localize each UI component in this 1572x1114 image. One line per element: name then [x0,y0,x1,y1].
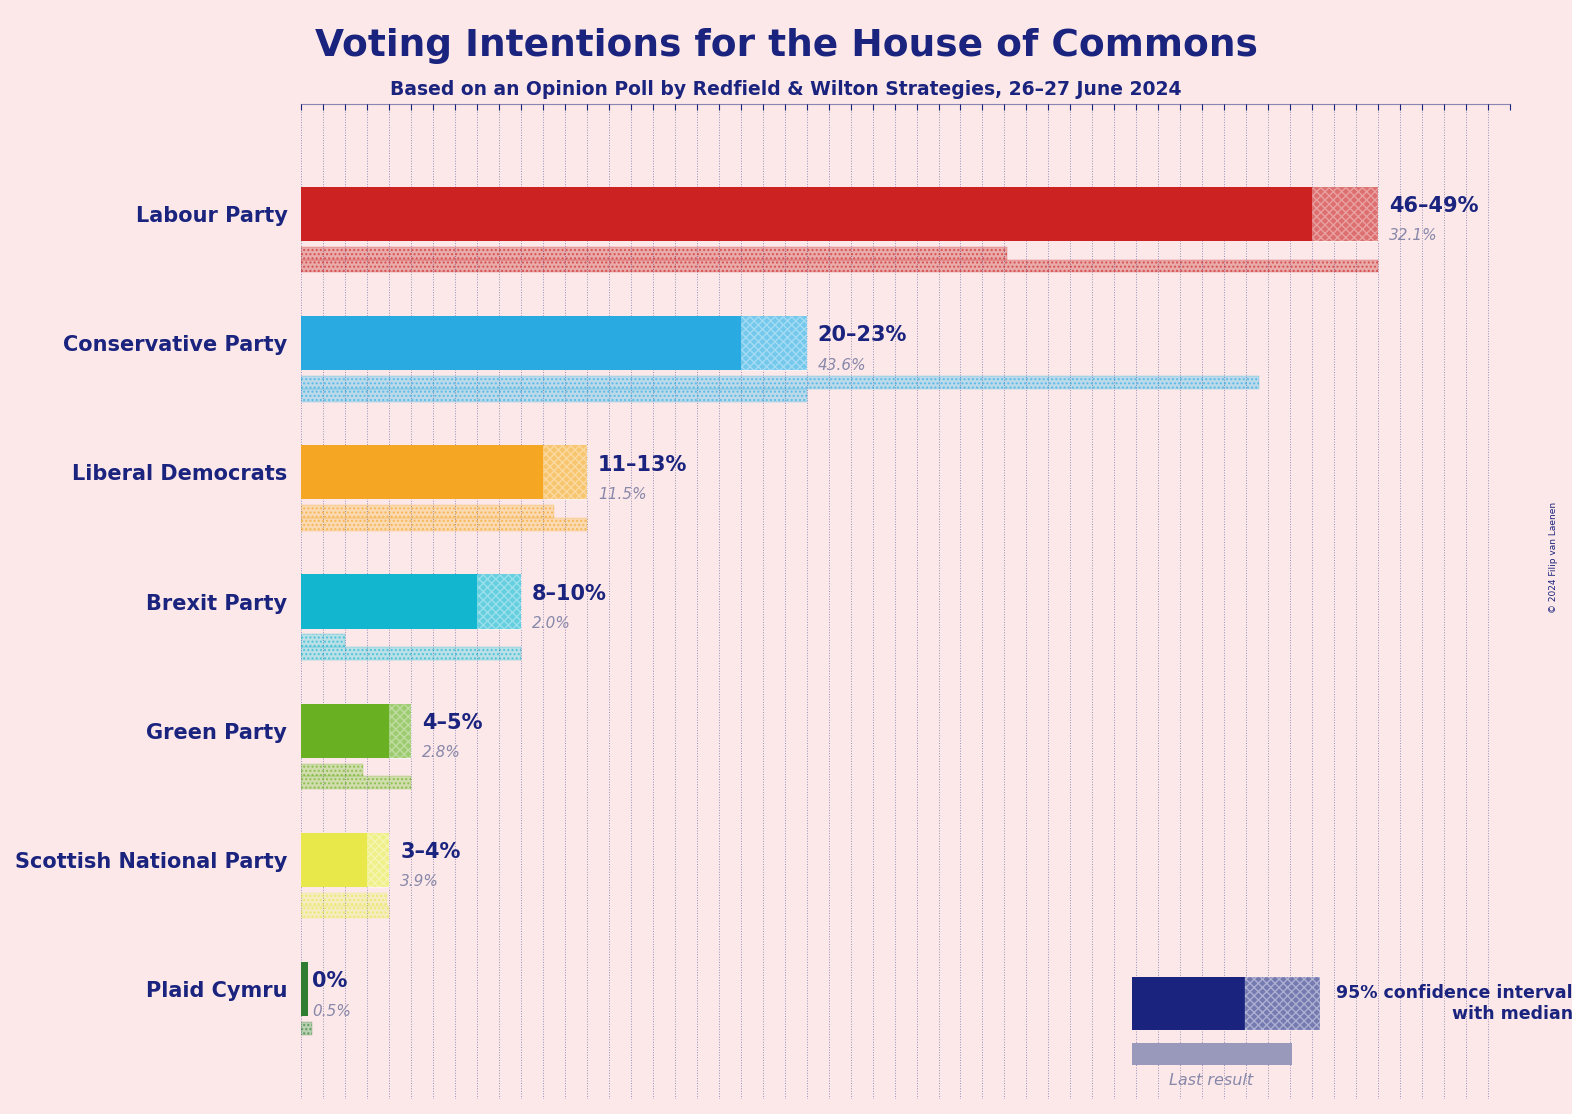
Text: 20–23%: 20–23% [817,325,907,345]
Bar [1313,187,1379,241]
Bar [302,962,308,1016]
Bar [302,906,390,918]
Text: 2.0%: 2.0% [531,616,571,631]
Text: 2.8%: 2.8% [423,745,461,760]
Text: 11.5%: 11.5% [597,487,646,501]
Bar [302,647,520,659]
Text: 32.1%: 32.1% [1390,228,1438,244]
Text: 95% confidence interval
with median: 95% confidence interval with median [1336,985,1572,1023]
Bar [302,776,412,789]
Bar [302,187,1313,241]
Bar [302,260,1379,273]
Bar [302,635,346,647]
Bar [302,316,740,370]
Bar [302,389,806,402]
Bar [368,833,390,887]
Text: 11–13%: 11–13% [597,455,687,475]
Bar [302,833,368,887]
Text: Last result: Last result [1170,1073,1253,1088]
Bar [368,833,390,887]
Bar [302,506,553,518]
Bar [390,704,412,758]
Bar [302,764,363,776]
Text: 0%: 0% [313,971,347,991]
Text: Based on an Opinion Poll by Redfield & Wilton Strategies, 26–27 June 2024: Based on an Opinion Poll by Redfield & W… [390,80,1182,99]
Bar [542,446,586,499]
Bar [302,260,1379,273]
Bar [302,518,586,530]
Bar [302,704,390,758]
Bar [476,575,520,628]
Bar [302,247,1006,260]
Text: © 2024 Filip van Laenen: © 2024 Filip van Laenen [1548,501,1558,613]
Bar [740,316,806,370]
Bar [302,1022,313,1035]
Text: 8–10%: 8–10% [531,584,607,604]
Text: 46–49%: 46–49% [1390,196,1479,216]
Bar [302,635,346,647]
Bar [302,892,387,906]
Bar [302,247,1006,260]
Bar [476,575,520,628]
Bar [302,518,586,530]
Text: 3.9%: 3.9% [401,874,439,889]
Bar [302,1022,313,1035]
Bar [302,906,390,918]
Text: 43.6%: 43.6% [817,358,866,372]
Bar [302,892,387,906]
Text: Voting Intentions for the House of Commons: Voting Intentions for the House of Commo… [314,28,1258,63]
Bar [390,704,412,758]
Bar [302,764,363,776]
Bar [302,389,806,402]
Bar [1313,187,1379,241]
Bar [302,446,542,499]
Bar [740,316,806,370]
Bar [302,377,1259,389]
Bar [302,776,412,789]
Bar [302,377,1259,389]
Text: 4–5%: 4–5% [423,713,483,733]
Text: 3–4%: 3–4% [401,842,461,862]
Bar [302,506,553,518]
Bar [542,446,586,499]
Bar [302,647,520,659]
Bar [302,575,476,628]
Text: 0.5%: 0.5% [313,1004,351,1018]
